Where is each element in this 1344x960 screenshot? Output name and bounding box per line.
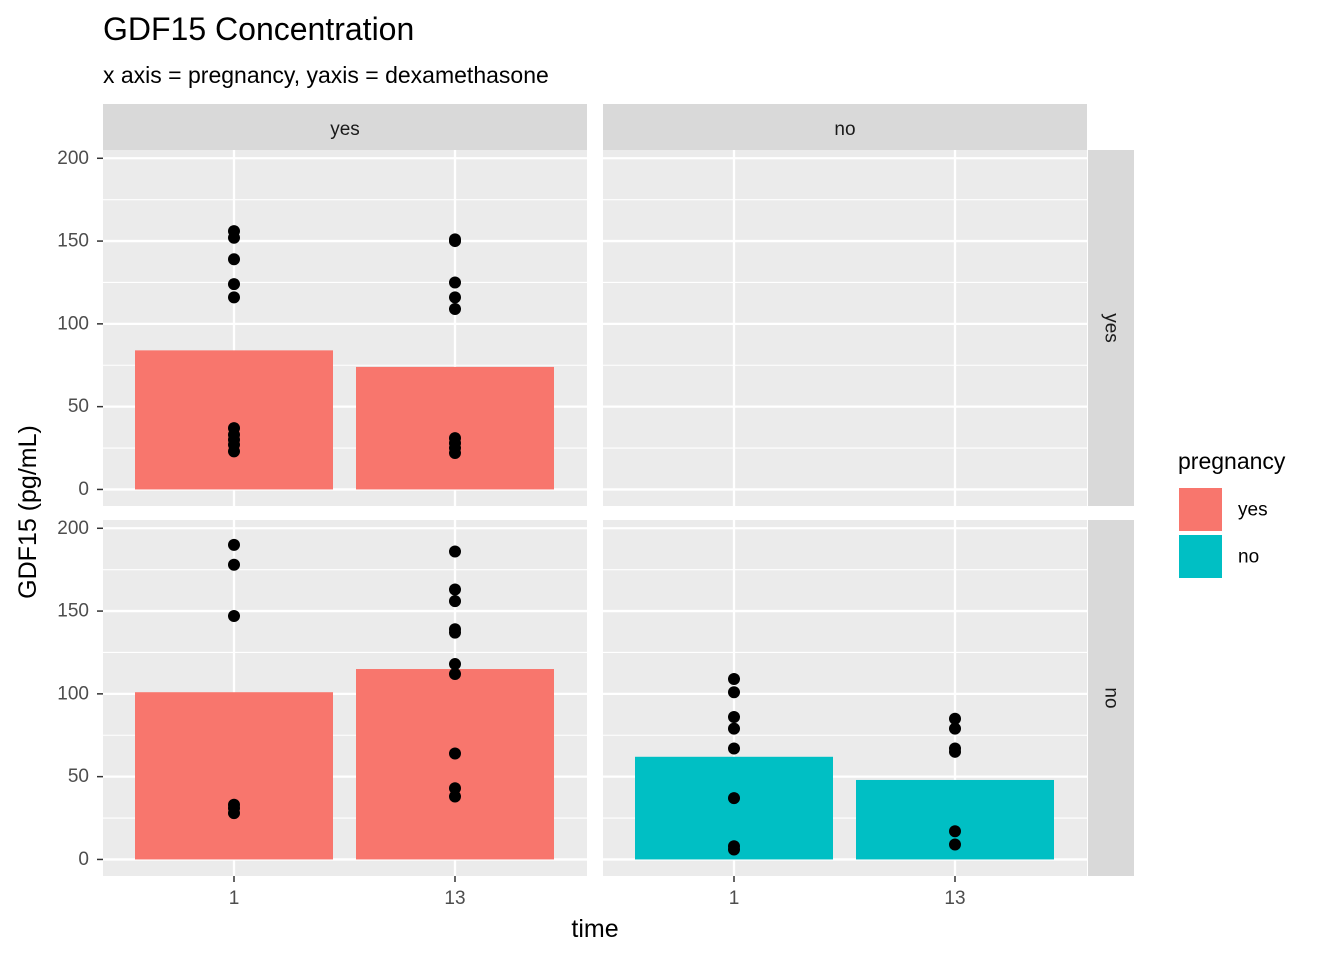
data-point (449, 626, 461, 639)
column-strip-label-yes: yes (330, 119, 360, 140)
bar-yes-yes-time-1 (135, 350, 333, 490)
data-point (949, 825, 961, 838)
data-point (949, 712, 961, 725)
y-tick-label: 200 (57, 518, 89, 539)
data-point (449, 595, 461, 608)
data-point (449, 291, 461, 304)
y-tick-label: 0 (78, 479, 89, 500)
data-point (728, 722, 740, 735)
data-point (228, 253, 240, 266)
data-point (949, 722, 961, 735)
data-point (449, 276, 461, 289)
y-tick-label: 50 (68, 766, 89, 787)
data-point (449, 447, 461, 460)
legend-key-yes (1179, 488, 1222, 531)
data-point (449, 667, 461, 680)
data-point (449, 790, 461, 803)
data-point (728, 792, 740, 805)
legend-label-yes: yes (1238, 500, 1268, 521)
y-tick-label: 150 (57, 231, 89, 252)
column-strip-yes (103, 104, 587, 150)
legend-label-no: no (1238, 547, 1259, 568)
data-point (449, 658, 461, 671)
chart-title: GDF15 Concentration (103, 11, 414, 47)
x-tick-label: 13 (444, 888, 465, 909)
x-axis-title: time (571, 915, 618, 943)
data-point (228, 610, 240, 623)
column-strip-label-no: no (834, 119, 855, 140)
y-tick-label: 0 (78, 849, 89, 870)
x-tick-label: 1 (729, 888, 740, 909)
data-point (728, 843, 740, 856)
data-point (228, 538, 240, 551)
bar-yes-no-time-13 (356, 669, 554, 860)
row-strip-label-no: no (1101, 687, 1122, 708)
y-tick-label: 100 (57, 313, 89, 334)
bar-yes-no-time-1 (135, 692, 333, 860)
data-point (949, 838, 961, 851)
data-point (228, 445, 240, 458)
data-point (728, 742, 740, 755)
data-point (949, 745, 961, 758)
data-point (228, 807, 240, 820)
legend: pregnancy yes no (1178, 448, 1286, 578)
panels-layer: yes no yes no 0 50 100 150 200 0 50 100 150 200 1 13 1 13 (57, 104, 1134, 909)
data-point (228, 291, 240, 304)
y-tick-label: 200 (57, 148, 89, 169)
y-tick-label: 50 (68, 396, 89, 417)
y-tick-label: 150 (57, 601, 89, 622)
x-tick-label: 13 (944, 888, 965, 909)
data-point (228, 278, 240, 291)
data-point (449, 782, 461, 795)
data-point (728, 686, 740, 699)
data-point (449, 583, 461, 596)
chart-subtitle: x axis = pregnancy, yaxis = dexamethason… (103, 62, 549, 88)
x-tick-label: 1 (229, 888, 240, 909)
data-point (449, 235, 461, 248)
data-point (449, 545, 461, 558)
y-tick-label: 100 (57, 683, 89, 704)
panel-preg-no-dex-yes-background (603, 150, 1087, 506)
y-axis-title: GDF15 (pg/mL) (14, 425, 42, 599)
bar-yes-yes-time-13 (356, 366, 554, 490)
row-strip-label-yes: yes (1101, 313, 1122, 343)
row-strip-no (1088, 520, 1134, 876)
legend-key-no (1179, 535, 1222, 578)
data-point (228, 231, 240, 244)
legend-title: pregnancy (1178, 448, 1286, 474)
data-point (228, 558, 240, 571)
row-strip-yes (1088, 150, 1134, 506)
data-point (728, 672, 740, 685)
column-strip-no (603, 104, 1087, 150)
data-point (728, 711, 740, 724)
data-point (449, 747, 461, 760)
data-point (449, 302, 461, 315)
